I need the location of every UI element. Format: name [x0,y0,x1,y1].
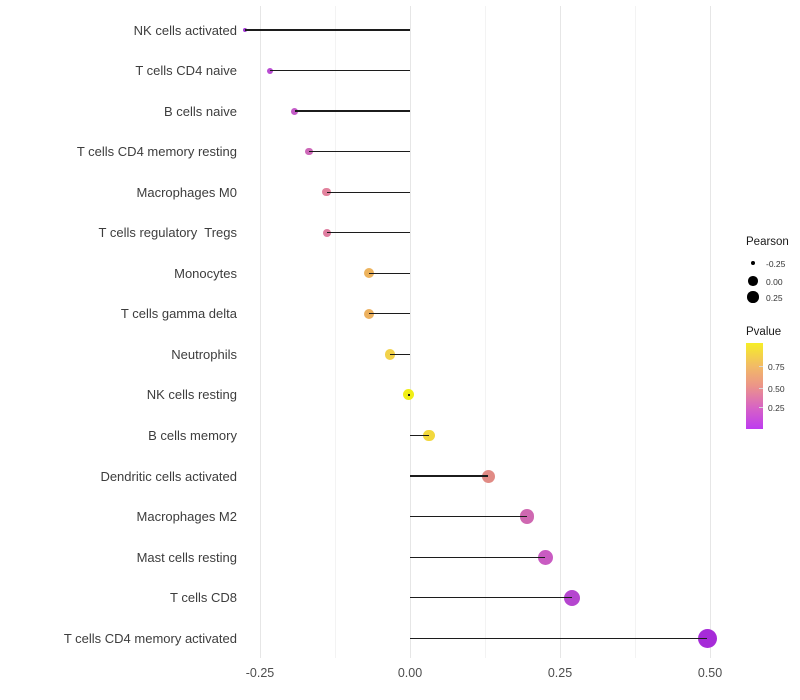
row-label: T cells CD4 naive [135,63,237,79]
row-label: T cells gamma delta [120,306,237,322]
x-axis-tick-label: 0.50 [697,666,723,680]
size-legend-dot-icon [748,276,758,286]
size-legend-label: 0.25 [766,292,783,303]
x-minor-gridline [335,6,336,658]
lollipop-stem [410,475,488,477]
x-minor-gridline [485,6,486,658]
colorbar-tick-mark [759,407,763,409]
row-label: T cells CD8 [170,590,237,606]
x-axis-tick-label: -0.25 [245,666,275,680]
size-legend-label: 0.00 [766,276,783,287]
lollipop-stem [408,394,410,396]
lollipop-stem [309,151,410,153]
lollipop-stem [410,556,545,558]
lollipop-stem [294,110,410,112]
lollipop-stem [369,313,410,315]
pvalue-colorbar [746,343,763,429]
x-major-gridline [410,6,411,658]
lollipop-dot [537,549,553,565]
x-minor-gridline [635,6,636,658]
row-label: NK cells activated [133,22,237,38]
x-major-gridline [260,6,261,658]
colorbar-tick-mark [759,366,763,368]
lollipop-stem [410,637,707,639]
lollipop-dot [423,429,435,442]
lollipop-stem [270,69,410,72]
row-label: Mast cells resting [136,549,237,565]
lollipop-stem [390,353,410,356]
row-label: T cells regulatory Tregs [98,225,237,241]
lollipop-stem [245,29,410,31]
row-label: B cells memory [148,428,237,443]
x-axis-tick-label: 0.00 [397,666,423,680]
row-label: Neutrophils [171,346,237,362]
lollipop-stem [326,191,410,193]
x-major-gridline [560,6,561,658]
size-legend-dot-icon [750,260,756,266]
row-label: T cells CD4 memory activated [63,630,237,646]
lollipop-stem [410,434,430,437]
row-label: Macrophages M0 [136,184,237,200]
row-label: Monocytes [174,265,237,281]
size-legend-label: -0.25 [766,258,786,269]
row-label: Macrophages M2 [136,509,237,525]
colorbar-tick-mark [759,388,763,390]
colorbar-tick-label: 0.25 [768,402,785,413]
row-label: Dendritic cells activated [100,468,237,484]
colorbar-tick-label: 0.50 [768,383,785,394]
lollipop-dot [519,509,535,524]
color-legend-title: Pvalue [746,326,782,338]
size-legend-title: Pearson [746,236,789,248]
row-label: NK cells resting [146,387,237,403]
row-label: B cells naive [164,103,237,119]
lollipop-stem [410,515,527,518]
lollipop-stem [369,272,410,274]
colorbar-tick-label: 0.75 [768,361,785,372]
x-major-gridline [710,6,711,658]
lollipop-stem [410,597,572,599]
lollipop-dot [697,628,717,648]
lollipop-dot [481,469,495,483]
size-legend-dot-icon [747,291,759,303]
lollipop-dot [564,589,580,606]
row-label: T cells CD4 memory resting [76,144,237,160]
lollipop-stem [327,232,410,234]
x-axis-tick-label: 0.25 [547,666,573,680]
